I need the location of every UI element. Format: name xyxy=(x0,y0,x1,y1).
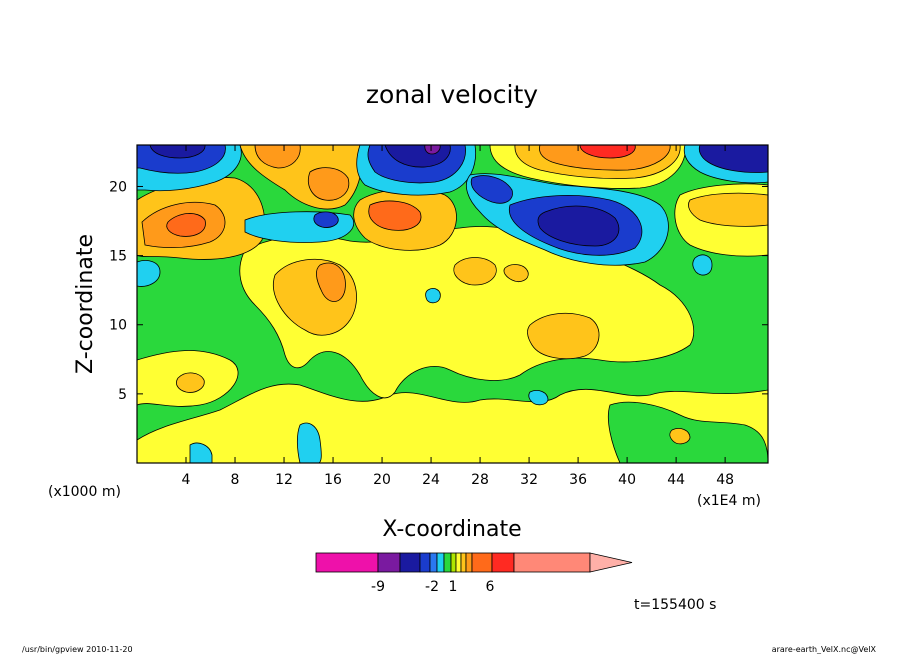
top-center-purple xyxy=(424,145,441,155)
orange-blob-left-low xyxy=(176,372,205,393)
top-blue-streak xyxy=(470,175,513,204)
far-right-dark-blue xyxy=(698,145,768,173)
footer-left: /usr/bin/gpview 2010-11-20 xyxy=(22,645,133,654)
x-tick-label: 44 xyxy=(667,472,685,488)
yellow-lower-band xyxy=(137,383,768,463)
colorbar-segment xyxy=(443,552,452,573)
plot-frame xyxy=(136,144,769,464)
colorbar-segment xyxy=(399,552,421,573)
plot-area xyxy=(137,145,768,463)
colorbar-tick-label: -2 xyxy=(425,579,439,595)
x-unit-label: (x1E4 m) xyxy=(697,493,761,509)
colorbar-segment xyxy=(315,552,379,573)
y-tick-label: 5 xyxy=(118,387,127,403)
colorbar-segment xyxy=(436,552,445,573)
orange-blob-center-core xyxy=(316,262,346,302)
colorbar-segment xyxy=(419,552,431,573)
x-axis-label: X-coordinate xyxy=(382,517,521,542)
colorbar-arrow xyxy=(589,552,633,573)
colorbar-segment xyxy=(513,552,591,573)
top-right-red xyxy=(579,145,636,159)
cyan-spot-mid xyxy=(425,288,441,304)
colorbar-segment xyxy=(491,552,515,573)
y-tick-label: 20 xyxy=(109,179,127,195)
chart-title: zonal velocity xyxy=(366,80,538,109)
footer-right: arare-earth_VelX.nc@VelX xyxy=(772,645,877,654)
top-left-dark-blue xyxy=(149,145,206,159)
colorbar-tick-labels: -9 -2 1 6 xyxy=(371,579,495,595)
x-tick-label: 16 xyxy=(324,472,342,488)
x-tick-label: 20 xyxy=(373,472,391,488)
far-right-orange xyxy=(688,192,768,227)
x-tick-label: 8 xyxy=(231,472,240,488)
cyan-spot-left xyxy=(137,260,161,287)
colorbar-segment xyxy=(429,552,438,573)
x-tick-label: 36 xyxy=(569,472,587,488)
colorbar-tick-label: 6 xyxy=(486,579,495,595)
y-tick-label: 15 xyxy=(109,249,127,265)
colorbar-segment xyxy=(377,552,401,573)
orange-blob-mid xyxy=(453,257,497,286)
x-tick-label: 32 xyxy=(520,472,538,488)
upper-left-red-core xyxy=(166,213,206,237)
orange-blob-right xyxy=(527,312,600,360)
colorbar-segment xyxy=(450,552,457,573)
x-tick-label: 24 xyxy=(422,472,440,488)
x-tick-label: 4 xyxy=(182,472,191,488)
time-label: t=155400 s xyxy=(634,597,716,613)
colorbar-tick-label: -9 xyxy=(371,579,385,595)
orange-spot-low-right xyxy=(669,428,691,445)
orange-blob-small xyxy=(503,264,529,282)
cyan-spot-bottom xyxy=(296,422,322,463)
blue-spot-x16 xyxy=(313,211,339,228)
x-tick-label: 12 xyxy=(275,472,293,488)
colorbar xyxy=(315,552,633,573)
colorbar-segment xyxy=(465,552,473,573)
red-blob-x20 xyxy=(368,200,422,231)
cyan-spot-low-right xyxy=(528,390,549,406)
x-axis-ticks: 4 8 12 16 20 24 28 32 36 40 44 48 xyxy=(182,145,734,488)
cyan-spot-bottom-left xyxy=(189,442,213,463)
x-tick-label: 28 xyxy=(471,472,489,488)
cyan-spot-right xyxy=(692,254,713,276)
x-tick-label: 48 xyxy=(716,472,734,488)
y-axis-ticks: 5 10 15 20 xyxy=(109,179,768,403)
x-tick-label: 40 xyxy=(618,472,636,488)
colorbar-tick-label: 1 xyxy=(449,579,458,595)
top-orange-right-core xyxy=(308,167,350,201)
colorbar-segment xyxy=(460,552,467,573)
colorbar-segment xyxy=(471,552,493,573)
colorbar-segment xyxy=(455,552,462,573)
right-dark-blue-core xyxy=(537,205,620,247)
y-tick-label: 10 xyxy=(109,318,127,334)
y-unit-label: (x1000 m) xyxy=(48,484,121,500)
y-axis-label: Z-coordinate xyxy=(73,234,98,374)
top-orange-cluster-core xyxy=(254,145,301,169)
